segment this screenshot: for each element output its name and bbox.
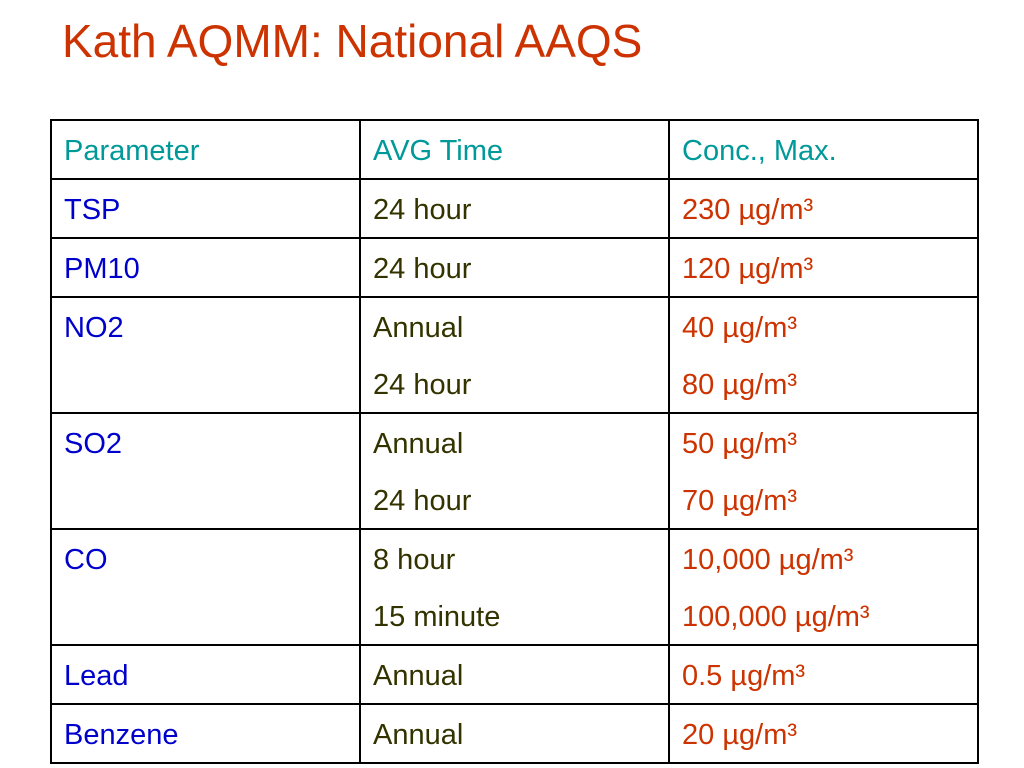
conc-cell: 40 µg/m³ 80 µg/m³: [668, 296, 979, 414]
header-cell: Conc., Max.: [668, 119, 979, 180]
avg-time-text: 24 hour: [373, 253, 472, 285]
avg-time-cell: 8 hour 15 minute: [359, 528, 670, 646]
conc-text: 50 µg/m³: [682, 428, 798, 460]
conc-text: 20 µg/m³: [682, 719, 798, 751]
data-row: TSP 24 hour 230 µg/m³: [50, 178, 979, 239]
parameter-text: Benzene: [64, 719, 179, 751]
header-text: AVG Time: [373, 135, 503, 167]
avg-time-text: 15 minute: [373, 601, 501, 633]
conc-cell: 230 µg/m³: [668, 178, 979, 239]
data-row: SO2 Annual 24 hour 50 µg/m³ 70 µg/m³: [50, 412, 979, 530]
avg-time-text: 8 hour: [373, 544, 456, 576]
conc-text: 230 µg/m³: [682, 194, 814, 226]
conc-cell: 120 µg/m³: [668, 237, 979, 298]
conc-text: 80 µg/m³: [682, 369, 798, 401]
header-row: Parameter AVG Time Conc., Max.: [50, 119, 979, 180]
data-row: Lead Annual 0.5 µg/m³: [50, 644, 979, 705]
conc-text: 100,000 µg/m³: [682, 601, 870, 633]
conc-cell: 10,000 µg/m³ 100,000 µg/m³: [668, 528, 979, 646]
avg-time-text: Annual: [373, 312, 464, 344]
avg-time-cell: Annual 24 hour: [359, 412, 670, 530]
conc-cell: 0.5 µg/m³: [668, 644, 979, 705]
parameter-cell: PM10: [50, 237, 361, 298]
parameter-cell: TSP: [50, 178, 361, 239]
parameter-text: PM10: [64, 253, 140, 285]
avg-time-text: 24 hour: [373, 194, 472, 226]
header-text: Parameter: [64, 135, 200, 167]
data-row: NO2 Annual 24 hour 40 µg/m³ 80 µg/m³: [50, 296, 979, 414]
conc-cell: 20 µg/m³: [668, 703, 979, 764]
header-cell: AVG Time: [359, 119, 670, 180]
avg-time-text: 24 hour: [373, 369, 472, 401]
conc-cell: 50 µg/m³ 70 µg/m³: [668, 412, 979, 530]
avg-time-text: Annual: [373, 719, 464, 751]
aaqs-table: Parameter AVG Time Conc., Max. TSP 24 hour 23…: [50, 119, 979, 764]
parameter-text: SO2: [64, 428, 123, 460]
header-text: Conc., Max.: [682, 135, 837, 167]
avg-time-cell: Annual: [359, 644, 670, 705]
avg-time-cell: 24 hour: [359, 237, 670, 298]
avg-time-cell: Annual 24 hour: [359, 296, 670, 414]
parameter-cell: Benzene: [50, 703, 361, 764]
parameter-text: CO: [64, 544, 108, 576]
parameter-text: Lead: [64, 660, 129, 692]
parameter-text: TSP: [64, 194, 121, 226]
table-body: Parameter AVG Time Conc., Max. TSP 24 hour 23…: [50, 119, 979, 764]
conc-text: 0.5 µg/m³: [682, 660, 806, 692]
data-row: PM10 24 hour 120 µg/m³: [50, 237, 979, 298]
conc-text: 40 µg/m³: [682, 312, 798, 344]
conc-text: 70 µg/m³: [682, 485, 798, 517]
data-row: Benzene Annual 20 µg/m³: [50, 703, 979, 764]
avg-time-text: Annual: [373, 660, 464, 692]
parameter-cell: SO2: [50, 412, 361, 530]
avg-time-text: 24 hour: [373, 485, 472, 517]
header-cell: Parameter: [50, 119, 361, 180]
data-row: CO 8 hour 15 minute 10,000 µg/m³ 100,000 µg/…: [50, 528, 979, 646]
conc-text: 120 µg/m³: [682, 253, 814, 285]
conc-text: 10,000 µg/m³: [682, 544, 854, 576]
parameter-cell: Lead: [50, 644, 361, 705]
slide-title: Kath AQMM: National AAQS: [62, 15, 643, 67]
parameter-text: NO2: [64, 312, 124, 344]
parameter-cell: CO: [50, 528, 361, 646]
avg-time-cell: 24 hour: [359, 178, 670, 239]
avg-time-cell: Annual: [359, 703, 670, 764]
parameter-cell: NO2: [50, 296, 361, 414]
avg-time-text: Annual: [373, 428, 464, 460]
